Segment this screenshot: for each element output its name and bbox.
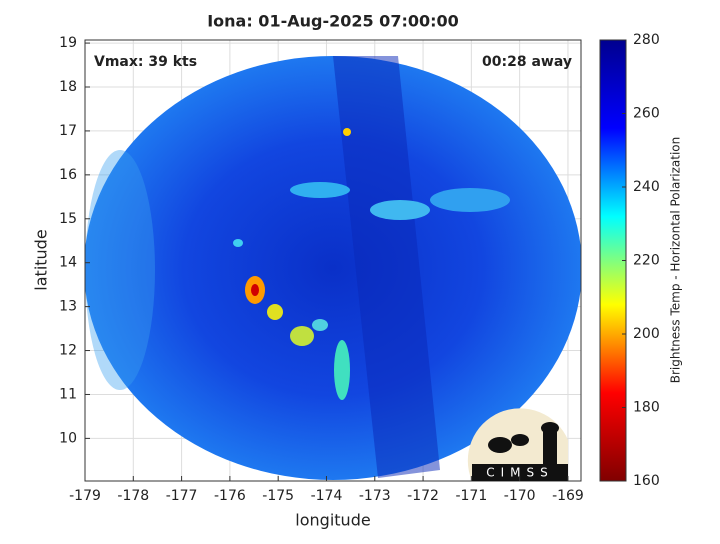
y-tick-label: 13 xyxy=(59,299,77,315)
chart-title: Iona: 01-Aug-2025 07:00:00 xyxy=(207,12,459,31)
x-tick-label: -173 xyxy=(359,488,391,504)
colorbar-tick-label: 180 xyxy=(633,400,660,416)
x-tick-label: -172 xyxy=(407,488,439,504)
y-axis-label: latitude xyxy=(32,229,51,290)
colorbar-tick-label: 220 xyxy=(633,253,660,269)
swath-image xyxy=(85,56,581,480)
x-tick-label: -175 xyxy=(262,488,294,504)
y-tick-label: 19 xyxy=(59,35,77,51)
annotation: Vmax: 39 kts xyxy=(94,54,197,70)
annotation: 00:28 away xyxy=(482,54,572,70)
x-tick-label: -171 xyxy=(455,488,487,504)
x-tick-label: -176 xyxy=(214,488,246,504)
y-tick-label: 17 xyxy=(59,123,77,139)
y-tick-label: 14 xyxy=(59,255,77,271)
x-tick-label: -179 xyxy=(69,488,101,504)
colorbar-tick-label: 200 xyxy=(633,326,660,342)
x-tick-label: -178 xyxy=(117,488,149,504)
x-axis-label: longitude xyxy=(295,511,370,530)
colorbar-tick-label: 240 xyxy=(633,179,660,195)
x-tick-label: -170 xyxy=(504,488,536,504)
x-tick-label: -169 xyxy=(552,488,584,504)
colorbar-tick-label: 280 xyxy=(633,32,660,48)
y-tick-label: 11 xyxy=(59,386,77,402)
plot-frame xyxy=(84,39,582,482)
y-tick-label: 10 xyxy=(59,430,77,446)
y-tick-label: 18 xyxy=(59,79,77,95)
y-tick-label: 16 xyxy=(59,167,77,183)
logo: CIMSS xyxy=(467,408,568,481)
y-tick-label: 12 xyxy=(59,343,77,359)
logo-text: CIMSS xyxy=(486,466,554,480)
colorbar-tick-label: 260 xyxy=(633,106,660,122)
x-tick-label: -174 xyxy=(311,488,343,504)
colorbar-label: Brightness Temp - Horizontal Polarizatio… xyxy=(669,137,683,384)
y-tick-label: 15 xyxy=(59,211,77,227)
x-tick-label: -177 xyxy=(166,488,198,504)
colorbar-tick-label: 160 xyxy=(633,473,660,489)
